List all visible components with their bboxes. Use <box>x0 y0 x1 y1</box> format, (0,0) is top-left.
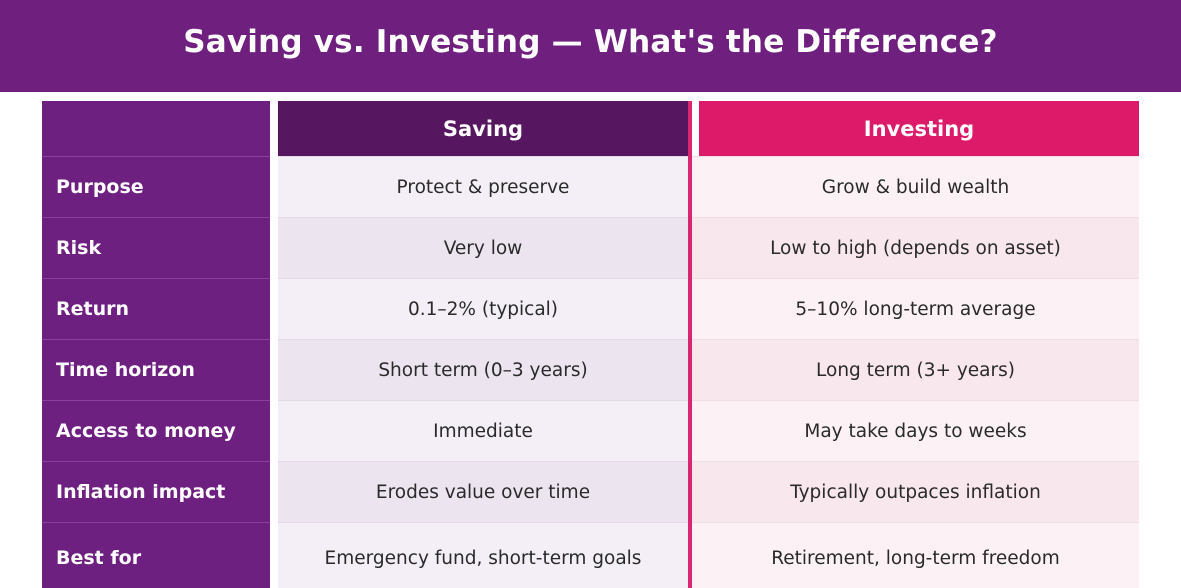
saving-cell: Emergency fund, short-term goals <box>278 522 688 588</box>
saving-cell: Very low <box>278 217 688 278</box>
comparison-table: Saving Investing Purpose Protect & prese… <box>42 101 1139 588</box>
table-body: Purpose Protect & preserve Grow & build … <box>42 156 1139 588</box>
row-label: Best for <box>42 522 270 588</box>
row-label: Access to money <box>42 400 270 461</box>
table-corner-cell <box>42 101 270 156</box>
column-header-investing: Investing <box>699 101 1139 156</box>
table-row-time-horizon: Time horizon Short term (0–3 years) Long… <box>42 339 1139 400</box>
table-row-return: Return 0.1–2% (typical) 5–10% long-term … <box>42 278 1139 339</box>
investing-cell: Low to high (depends on asset) <box>692 217 1139 278</box>
saving-cell: Short term (0–3 years) <box>278 339 688 400</box>
row-label: Risk <box>42 217 270 278</box>
saving-cell: Erodes value over time <box>278 461 688 522</box>
saving-cell: Protect & preserve <box>278 156 688 217</box>
table-row-access-to-money: Access to money Immediate May take days … <box>42 400 1139 461</box>
table-row-inflation-impact: Inflation impact Erodes value over time … <box>42 461 1139 522</box>
table-row-risk: Risk Very low Low to high (depends on as… <box>42 217 1139 278</box>
column-header-saving: Saving <box>278 101 688 156</box>
page-title: Saving vs. Investing — What's the Differ… <box>183 24 998 60</box>
investing-cell: Long term (3+ years) <box>692 339 1139 400</box>
investing-cell: Grow & build wealth <box>692 156 1139 217</box>
column-divider <box>688 101 692 588</box>
saving-cell: 0.1–2% (typical) <box>278 278 688 339</box>
saving-cell: Immediate <box>278 400 688 461</box>
row-label: Time horizon <box>42 339 270 400</box>
table-row-best-for: Best for Emergency fund, short-term goal… <box>42 522 1139 588</box>
table-row-purpose: Purpose Protect & preserve Grow & build … <box>42 156 1139 217</box>
investing-cell: May take days to weeks <box>692 400 1139 461</box>
row-label: Purpose <box>42 156 270 217</box>
row-label: Inflation impact <box>42 461 270 522</box>
row-label: Return <box>42 278 270 339</box>
investing-cell: Typically outpaces inflation <box>692 461 1139 522</box>
title-banner: Saving vs. Investing — What's the Differ… <box>0 0 1181 92</box>
investing-cell: 5–10% long-term average <box>692 278 1139 339</box>
investing-cell: Retirement, long-term freedom <box>692 522 1139 588</box>
